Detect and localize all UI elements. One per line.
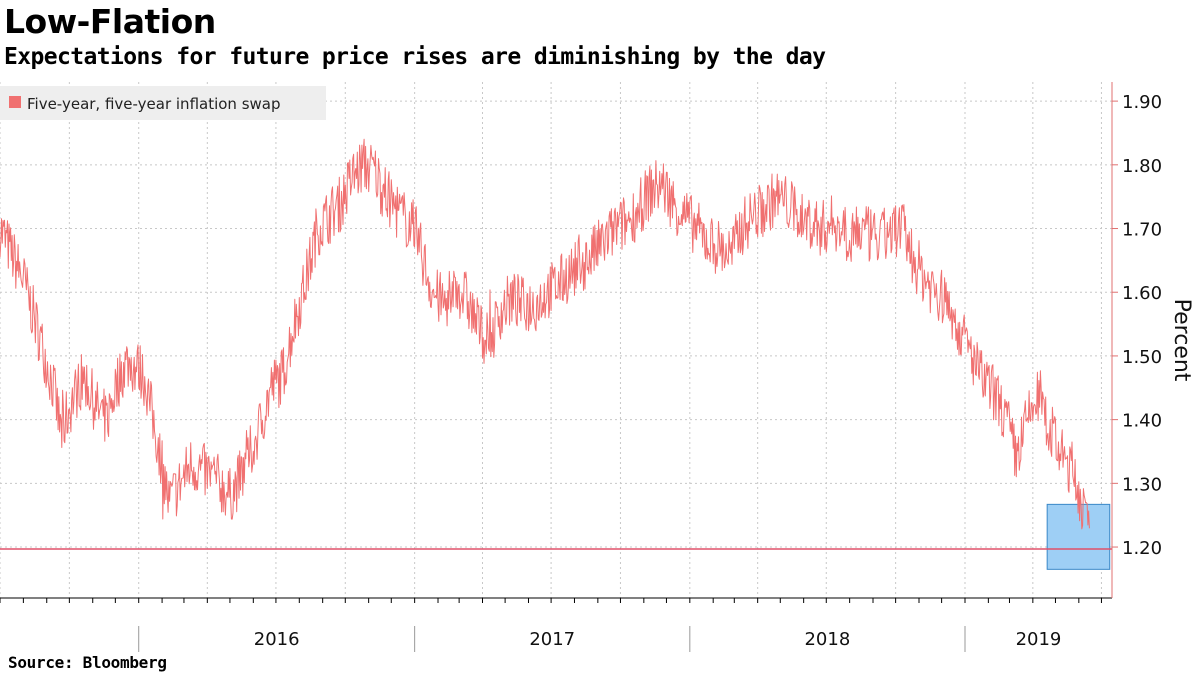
chart-title: Low-Flation [4,2,216,41]
y-tick-label-3: 1.60 [1122,283,1162,304]
y-tick-label-5: 1.40 [1122,411,1162,432]
y-tick-label-1: 1.80 [1122,156,1162,177]
legend-background [0,86,326,120]
y-axis-title: Percent [1169,299,1194,382]
y-tick-label-7: 1.20 [1122,538,1162,559]
y-tick-label-4: 1.50 [1122,347,1162,368]
legend: Five-year, five-year inflation swap [0,86,326,120]
series-group [0,138,1090,530]
series-line [0,138,1090,530]
legend-label: Five-year, five-year inflation swap [27,95,281,113]
y-tick-label-6: 1.30 [1122,474,1162,495]
grid-lines [0,82,1112,598]
x-year-label-3: 2019 [1016,629,1062,650]
x-year-label-2: 2018 [804,629,850,650]
x-year-label-0: 2016 [254,629,300,650]
x-year-label-1: 2017 [529,629,575,650]
highlight-box [1046,503,1111,570]
highlight-box-group [1046,503,1111,570]
chart-subtitle: Expectations for future price rises are … [4,44,826,70]
y-tick-label-0: 1.90 [1122,92,1162,113]
axes: 1.90 1.80 1.70 1.60 1.50 1.40 1.30 1.20 2016 2017… [0,82,1162,652]
y-tick-label-2: 1.70 [1122,220,1162,241]
source-note: Source: Bloomberg [8,653,167,672]
legend-swatch [9,96,21,108]
